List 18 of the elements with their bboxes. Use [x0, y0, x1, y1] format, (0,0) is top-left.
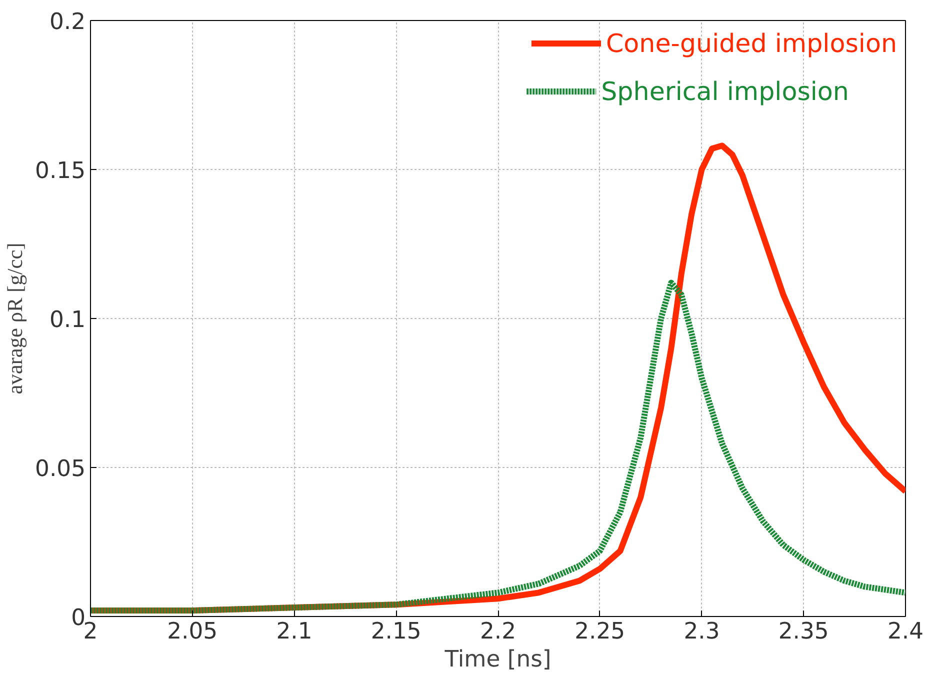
x-tick-label: 2.05: [167, 618, 218, 644]
x-tick-label: 2.4: [887, 618, 924, 644]
x-tick-label: 2.35: [778, 618, 829, 644]
y-tick-label: 0.2: [49, 9, 86, 35]
x-tick-label: 2: [83, 618, 98, 644]
y-tick-label: 0.15: [35, 158, 86, 184]
x-axis-title: Time [ns]: [444, 646, 552, 672]
x-tick-label: 2.3: [684, 618, 720, 644]
y-tick-label: 0.1: [49, 307, 86, 333]
x-tick-label: 2.1: [276, 618, 312, 644]
x-tick-label: 2.25: [574, 618, 626, 644]
y-axis-title: avarage ρR [g/cc]: [3, 242, 28, 394]
legend-label: Spherical implosion: [601, 76, 849, 106]
y-tick-label: 0: [71, 605, 86, 631]
y-tick-label: 0.05: [35, 456, 86, 482]
legend-label: Cone-guided implosion: [606, 28, 897, 58]
x-tick-label: 2.2: [480, 618, 516, 644]
x-tick-label: 2.15: [370, 618, 422, 644]
